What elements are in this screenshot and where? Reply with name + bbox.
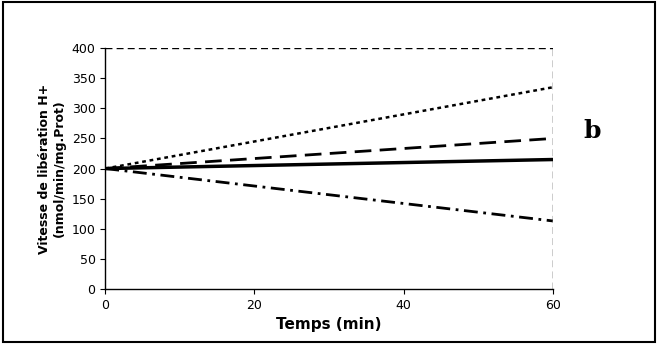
Y-axis label: Vitesse de libération H+
(nmol/min/mg.Prot): Vitesse de libération H+ (nmol/min/mg.Pr…	[38, 84, 66, 254]
Text: b: b	[584, 119, 601, 143]
Legend: Témoins, Cd 4μM, Cd 8μM, Cd 12μM: Témoins, Cd 4μM, Cd 8μM, Cd 12μM	[99, 0, 515, 5]
X-axis label: Temps (min): Temps (min)	[276, 317, 382, 332]
